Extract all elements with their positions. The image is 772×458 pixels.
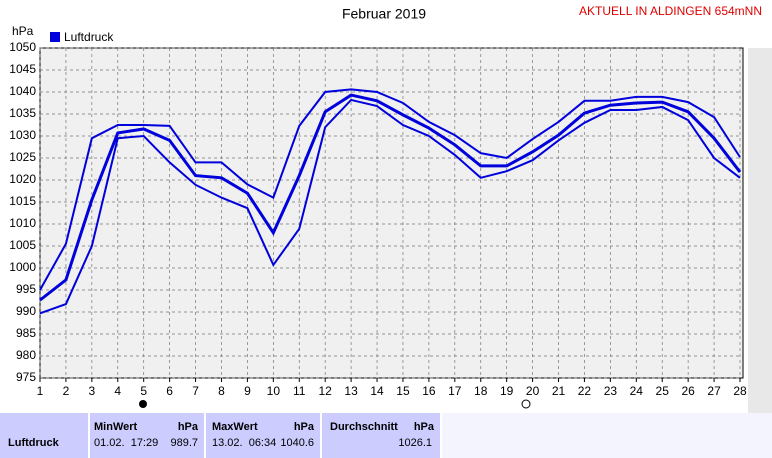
y-tick-label: 1005 (9, 238, 36, 252)
y-tick-label: 995 (16, 282, 36, 296)
y-tick-label: 1035 (9, 106, 36, 120)
y-tick-label: 990 (16, 304, 36, 318)
column-title: MaxWert (212, 421, 258, 433)
x-tick-label: 2 (63, 384, 70, 398)
y-tick-label: 1010 (9, 216, 36, 230)
y-tick-label: 985 (16, 326, 36, 340)
y-tick-label: 1045 (9, 62, 36, 76)
x-tick-label: 13 (344, 384, 358, 398)
annotation: AKTUELL IN ALDINGEN 654mNN (579, 4, 762, 18)
y-tick-label: 980 (16, 348, 36, 362)
x-tick-label: 12 (319, 384, 333, 398)
x-tick-label: 9 (244, 384, 251, 398)
x-tick-label: 14 (370, 384, 384, 398)
x-tick-label: 6 (166, 384, 173, 398)
legend-swatch (50, 32, 60, 42)
y-tick-label: 975 (16, 370, 36, 384)
x-tick-label: 24 (630, 384, 644, 398)
y-tick-label: 1025 (9, 150, 36, 164)
legend-label: Luftdruck (64, 30, 114, 44)
x-tick-label: 22 (578, 384, 592, 398)
chart-layer: 9759809859909951000100510101015102010251… (9, 40, 747, 398)
moon-marker (139, 400, 147, 408)
row-label: Luftdruck (8, 437, 59, 449)
x-tick-label: 11 (293, 384, 306, 398)
x-tick-label: 15 (396, 384, 410, 398)
table-cell: Durchschnitt hPa 1026.1 (322, 413, 442, 458)
chart-title: Februar 2019 (342, 6, 426, 22)
x-tick-label: 27 (707, 384, 721, 398)
x-tick-label: 20 (526, 384, 540, 398)
table-cell: MinWert hPa 01.02. 17:29 989.7 (90, 413, 206, 458)
x-tick-label: 10 (267, 384, 281, 398)
x-tick-label: 4 (114, 384, 121, 398)
x-tick-label: 19 (500, 384, 514, 398)
column-title: MinWert (94, 421, 138, 433)
min-time: 01.02. 17:29 (94, 437, 159, 449)
data-line (39, 98, 741, 315)
chart: Februar 2019 AKTUELL IN ALDINGEN 654mNN … (9, 4, 772, 413)
x-tick-label: 28 (733, 384, 747, 398)
x-tick-label: 25 (656, 384, 670, 398)
max-time: 13.02. 06:34 (212, 437, 277, 449)
y-axis-label: hPa (12, 24, 34, 38)
x-tick-label: 26 (681, 384, 695, 398)
table-filler (442, 413, 772, 458)
y-tick-label: 1050 (9, 40, 36, 54)
y-tick-label: 1040 (9, 84, 36, 98)
x-tick-label: 21 (552, 384, 566, 398)
x-tick-label: 8 (218, 384, 225, 398)
data-line (39, 88, 741, 291)
moon-marker (521, 399, 531, 409)
min-value: 989.7 (170, 437, 198, 449)
y-tick-label: 1030 (9, 128, 36, 142)
data-line (39, 93, 742, 302)
column-unit: hPa (177, 421, 198, 433)
table-cell: Luftdruck (0, 413, 90, 458)
x-tick-label: 1 (37, 384, 44, 398)
column-title: Durchschnitt (330, 421, 398, 433)
max-value: 1040.6 (280, 437, 314, 449)
y-tick-label: 1000 (9, 260, 36, 274)
x-tick-label: 23 (604, 384, 618, 398)
side-strip (748, 48, 772, 413)
x-tick-label: 7 (192, 384, 199, 398)
y-tick-label: 1020 (9, 172, 36, 186)
y-tick-label: 1015 (9, 194, 36, 208)
stats-table: Luftdruck MinWert hPa 01.02. 17:29 989.7… (0, 413, 772, 458)
x-tick-label: 5 (140, 384, 147, 398)
x-tick-label: 17 (448, 384, 462, 398)
avg-value: 1026.1 (398, 437, 432, 449)
table-cell: MaxWert hPa 13.02. 06:34 1040.6 (206, 413, 322, 458)
x-tick-label: 18 (474, 384, 488, 398)
column-unit: hPa (413, 421, 434, 433)
column-unit: hPa (293, 421, 314, 433)
x-tick-label: 16 (422, 384, 436, 398)
x-tick-label: 3 (89, 384, 96, 398)
